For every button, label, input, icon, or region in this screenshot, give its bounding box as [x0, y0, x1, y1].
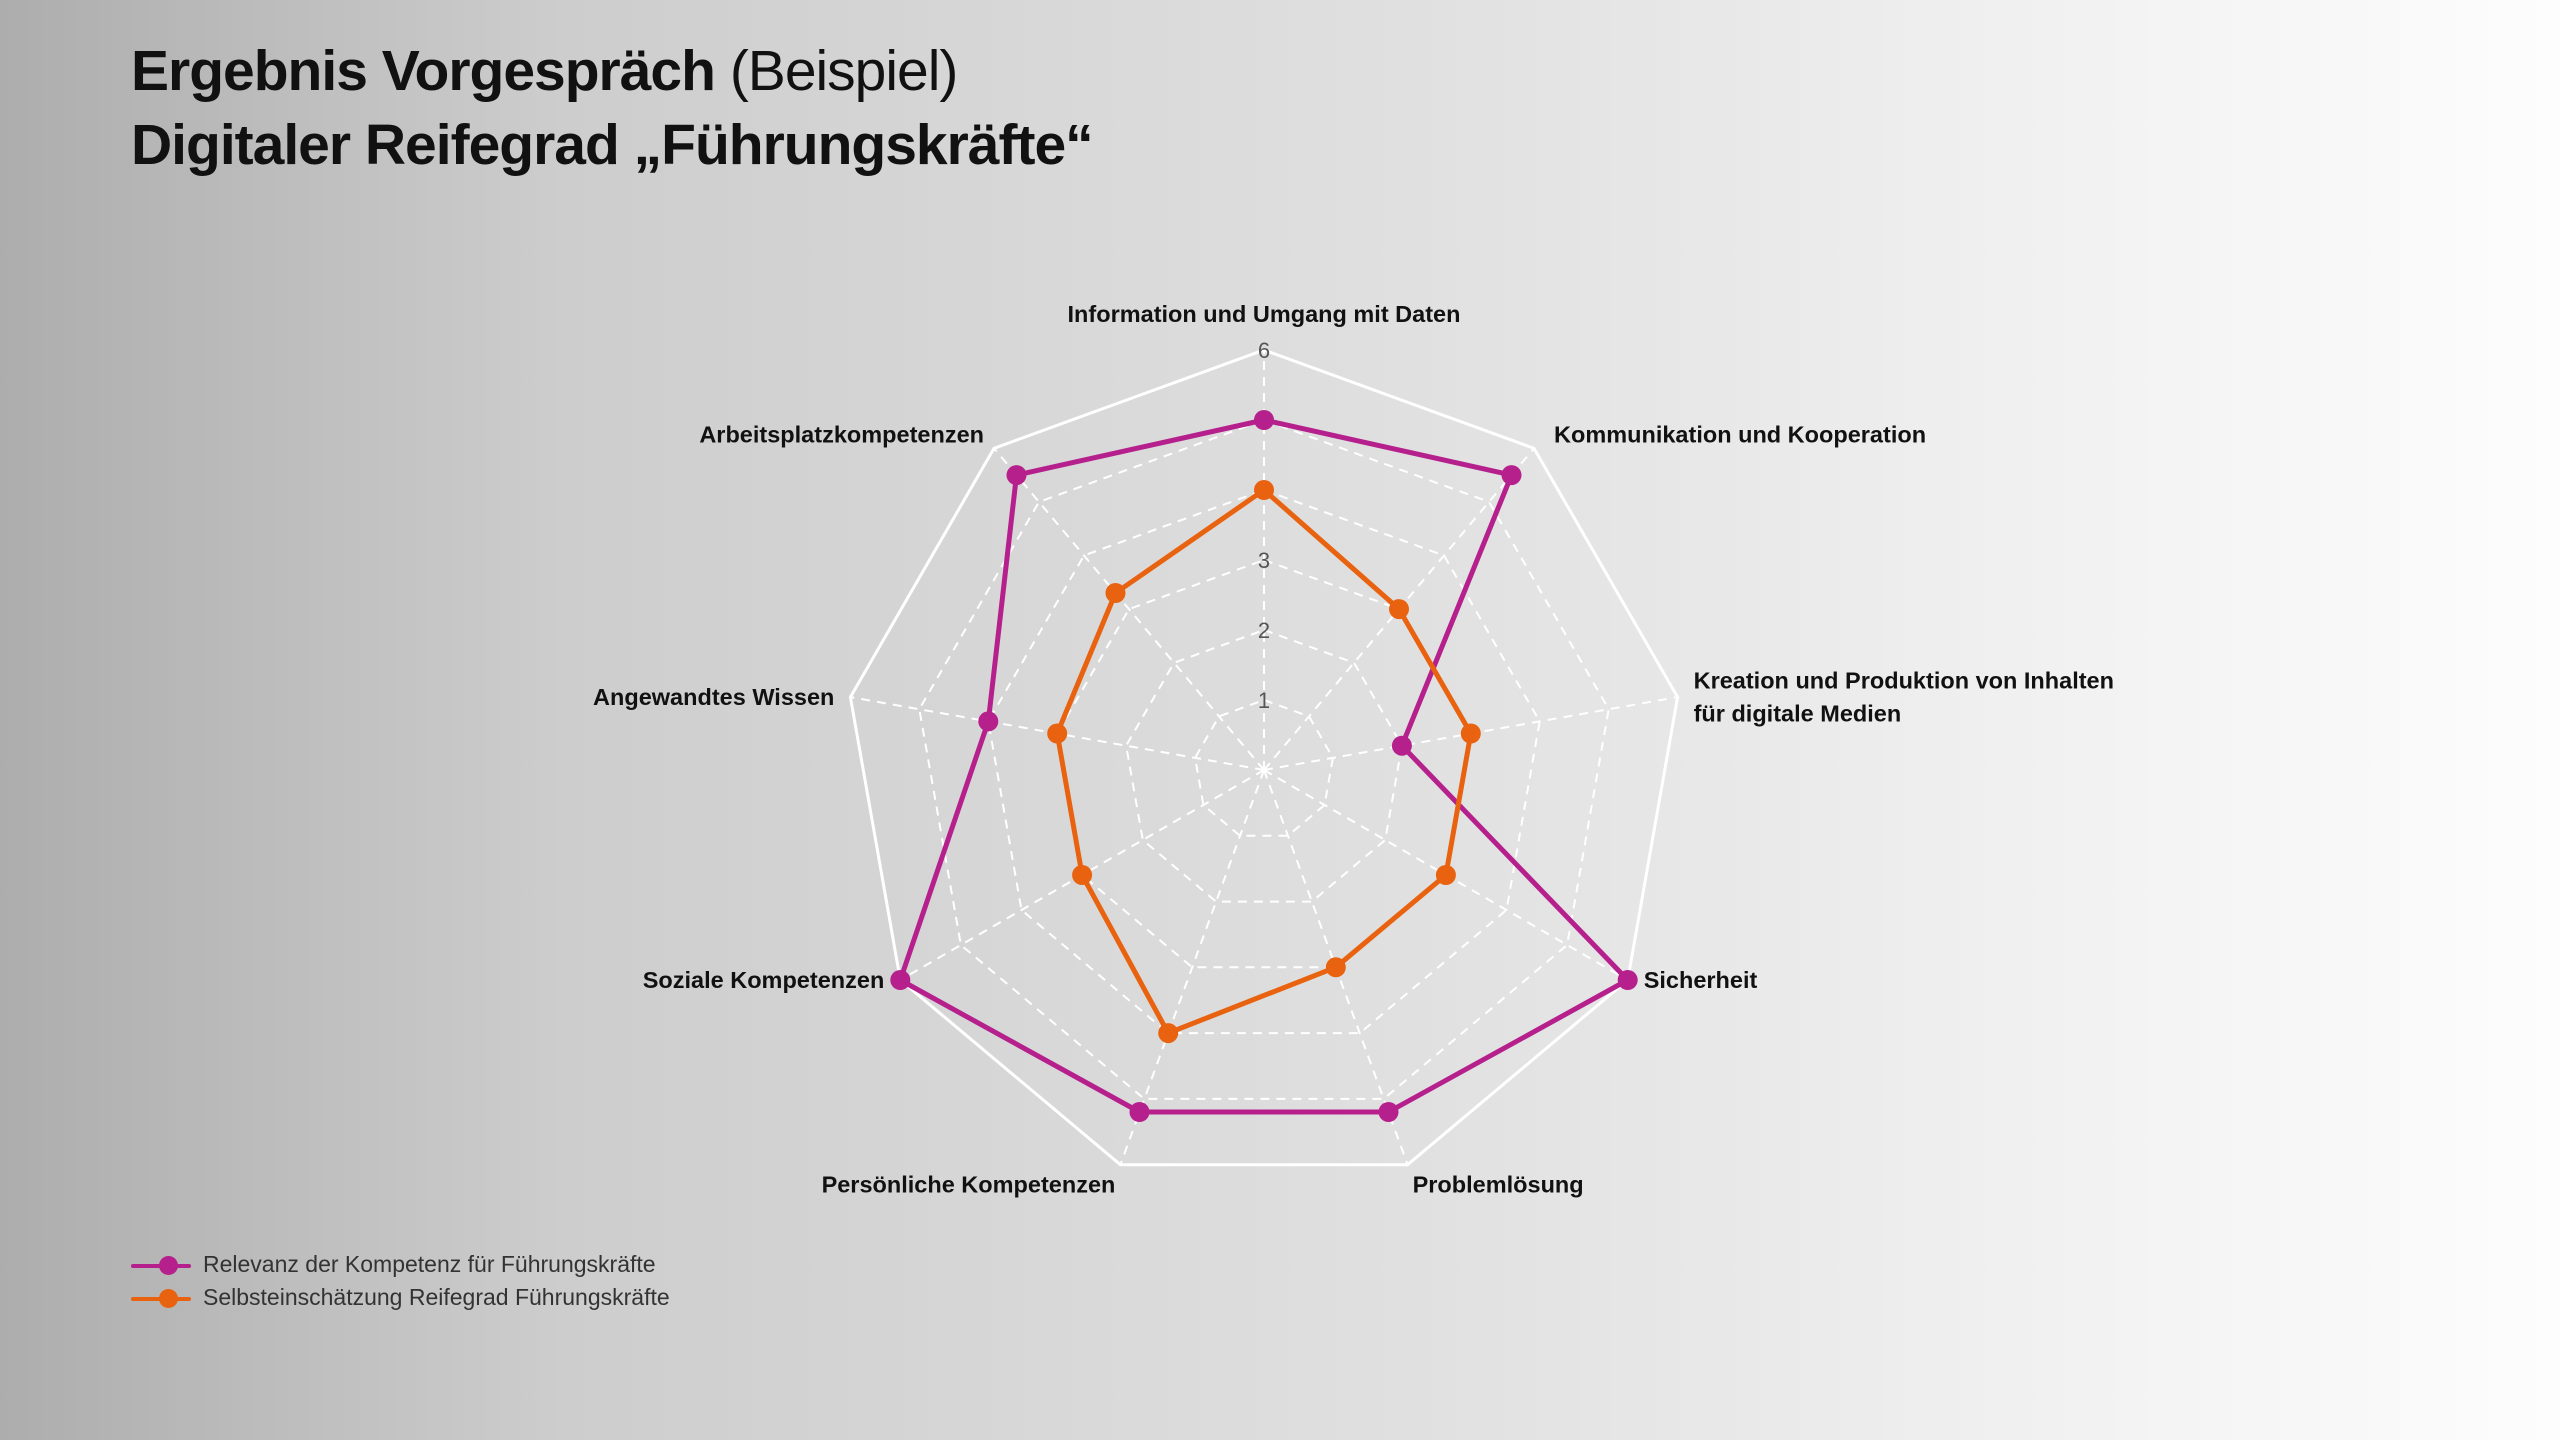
axis-label: Soziale Kompetenzen — [643, 967, 885, 993]
series-point — [1006, 465, 1027, 486]
series-point — [890, 970, 911, 990]
axis-labels: Information und Umgang mit Daten Kommunik… — [593, 301, 2114, 1198]
legend-dot-relevanz — [159, 1255, 178, 1275]
series-point — [1391, 735, 1412, 756]
series-point — [1254, 480, 1274, 500]
title-bold: Ergebnis Vorgespräch — [131, 39, 716, 103]
radar-ring — [848, 348, 1680, 1167]
title-line-1: Ergebnis Vorgespräch (Beispiel) — [131, 34, 1093, 108]
axis-label: Persönliche Kompetenzen — [822, 1172, 1116, 1198]
series-0 — [890, 410, 1638, 1122]
series-point — [978, 711, 999, 732]
legend-item-selbst: Selbsteinschätzung Reifegrad Führungskrä… — [131, 1281, 670, 1314]
axis-label: Problemlösung — [1413, 1172, 1584, 1198]
series-point — [1460, 723, 1481, 744]
series-point — [1072, 865, 1093, 885]
series-point — [1378, 1102, 1399, 1122]
axis-label: Sicherheit — [1644, 967, 1758, 993]
series-point — [1254, 410, 1274, 430]
axis-label: Angewandtes Wissen — [593, 684, 834, 710]
tick-label: 1 — [1258, 688, 1270, 713]
axis-label: für digitale Medien — [1694, 701, 1902, 727]
axis-label: Arbeitsplatzkompetenzen — [699, 421, 984, 447]
axis-label: Information und Umgang mit Daten — [1068, 301, 1461, 327]
series-point — [1158, 1023, 1179, 1044]
series-point — [1617, 970, 1638, 990]
series-line — [897, 417, 1631, 1115]
legend-item-relevanz: Relevanz der Kompetenz für Führungskräft… — [131, 1248, 670, 1281]
series-point — [1435, 865, 1456, 885]
series-point — [1105, 583, 1126, 603]
legend-marker-relevanz — [131, 1255, 191, 1275]
title-suffix: (Beispiel) — [729, 39, 959, 103]
legend: Relevanz der Kompetenz für Führungskräft… — [131, 1248, 670, 1314]
radar-ring — [918, 418, 1610, 1100]
legend-label-selbst: Selbsteinschätzung Reifegrad Führungskrä… — [203, 1284, 670, 1310]
radar-spoke — [993, 447, 1265, 771]
series-point — [1325, 957, 1346, 978]
legend-label-relevanz: Relevanz der Kompetenz für Führungskräft… — [203, 1251, 656, 1277]
tick-label: 3 — [1258, 548, 1270, 573]
title-line-2: Digitaler Reifegrad „Führungskräfte“ — [131, 113, 1094, 177]
chart-title: Ergebnis Vorgespräch (Beispiel) Digitale… — [131, 34, 1094, 182]
legend-dot-selbst — [159, 1288, 178, 1308]
radar-spoke — [1119, 769, 1265, 1166]
tick-label: 2 — [1258, 618, 1270, 643]
tick-label: 6 — [1258, 338, 1270, 363]
legend-marker-selbst — [131, 1288, 191, 1308]
axis-label: Kommunikation und Kooperation — [1554, 421, 1926, 447]
series-point — [1501, 465, 1522, 486]
series-point — [1389, 599, 1409, 620]
series-1 — [1047, 480, 1481, 1044]
radar-ring — [1194, 698, 1334, 837]
series-line — [1054, 487, 1474, 1036]
data-series — [890, 410, 1638, 1122]
axis-label: Kreation und Produktion von Inhalten — [1694, 668, 2114, 694]
series-point — [1129, 1102, 1150, 1122]
series-point — [1047, 723, 1068, 744]
